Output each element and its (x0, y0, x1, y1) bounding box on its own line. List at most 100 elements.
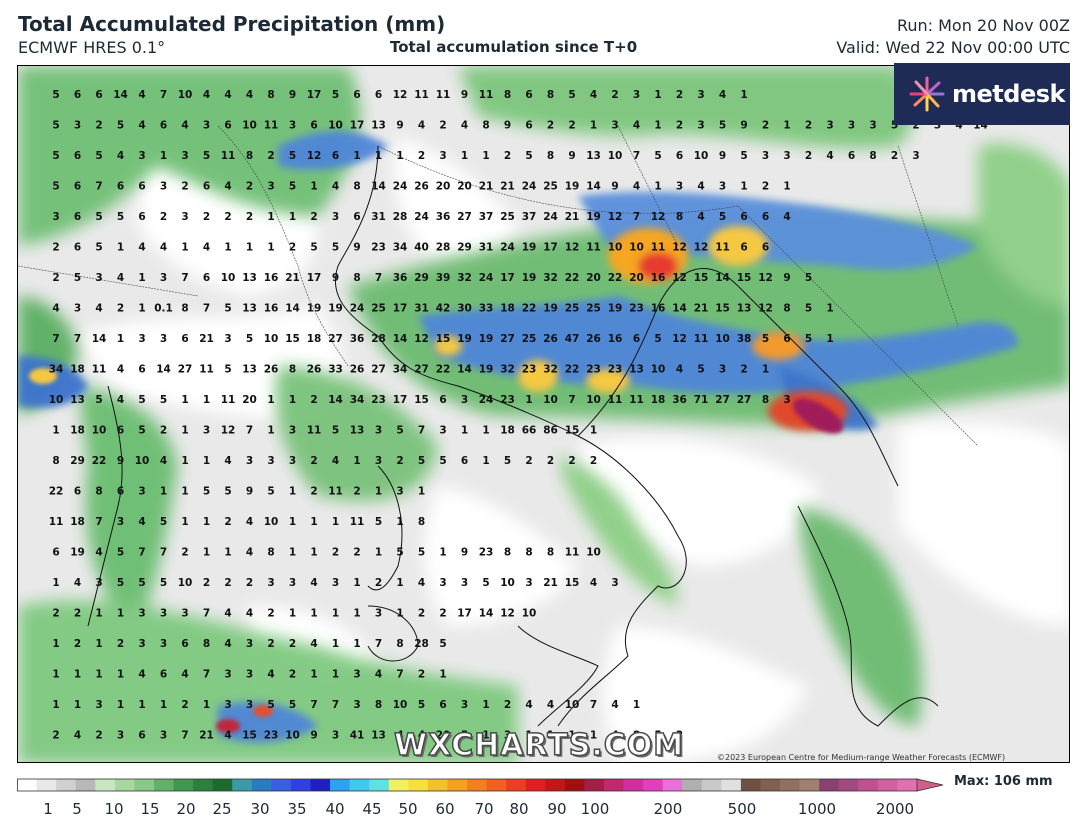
precip-value: 3 (869, 120, 876, 132)
precip-value: 11 (608, 394, 623, 406)
precip-value: 6 (181, 638, 188, 650)
precip-value: 1 (783, 181, 790, 193)
precip-value: 10 (242, 120, 257, 132)
precip-value: 26 (586, 333, 601, 345)
precip-value: 1 (310, 547, 317, 559)
precip-value: 3 (74, 120, 81, 132)
precip-value: 1 (138, 272, 145, 284)
precip-value: 23 (479, 547, 494, 559)
precip-value: 2 (52, 242, 59, 254)
precip-value: 12 (393, 89, 408, 101)
precip-value: 1 (482, 730, 489, 742)
precip-value: 1 (289, 547, 296, 559)
precip-value: 2 (267, 608, 274, 620)
precip-value: 6 (633, 333, 640, 345)
precip-value: 4 (138, 120, 145, 132)
precip-value: 4 (590, 577, 597, 589)
precip-value: 4 (590, 89, 597, 101)
colorbar-scale (17, 778, 944, 792)
precip-value: 12 (608, 211, 623, 223)
precip-value: 3 (246, 455, 253, 467)
precip-value: 22 (565, 364, 580, 376)
precip-value: 5 (160, 516, 167, 528)
precip-value: 7 (181, 272, 188, 284)
precip-value: 34 (393, 242, 408, 254)
precip-value: 10 (393, 699, 408, 711)
precip-value: 0.1 (154, 303, 173, 315)
precip-value: 1 (375, 486, 382, 498)
precip-value: 1 (267, 394, 274, 406)
precip-value: 15 (565, 425, 580, 437)
precip-value: 7 (246, 425, 253, 437)
precip-value: 8 (246, 150, 253, 162)
precip-value: 2 (740, 364, 747, 376)
precip-value: 86 (543, 425, 558, 437)
precip-value: 6 (676, 150, 683, 162)
precip-value: 3 (697, 120, 704, 132)
precip-value: 6 (740, 242, 747, 254)
precip-value: 10 (543, 394, 558, 406)
precip-value: 2 (224, 577, 231, 589)
precip-value: 3 (224, 669, 231, 681)
precip-value: 1 (246, 242, 253, 254)
precip-value: 4 (332, 181, 339, 193)
precip-value: 28 (436, 242, 451, 254)
precip-value: 17 (350, 120, 365, 132)
precip-value: 8 (267, 89, 274, 101)
precip-value: 6 (138, 181, 145, 193)
precip-value: 24 (543, 211, 558, 223)
precip-value: 3 (439, 425, 446, 437)
precip-value: 3 (375, 455, 382, 467)
precip-value: 4 (203, 89, 210, 101)
colorbar-swatch (95, 779, 116, 791)
precip-value: 22 (436, 364, 451, 376)
colorbar-tick-label: 90 (547, 800, 567, 818)
precip-value: 29 (414, 272, 429, 284)
precip-value: 4 (74, 577, 81, 589)
precip-value: 1 (740, 181, 747, 193)
colorbar-tick-label: 50 (398, 800, 418, 818)
precip-value: 3 (138, 608, 145, 620)
precip-value: 7 (203, 608, 210, 620)
precip-value: 12 (758, 272, 773, 284)
precip-value: 7 (203, 669, 210, 681)
precip-value: 2 (289, 638, 296, 650)
precip-value: 1 (117, 242, 124, 254)
colorbar-swatch (643, 779, 664, 791)
precip-value: 6 (74, 486, 81, 498)
precip-value: 11 (221, 150, 236, 162)
precip-value: 14 (586, 181, 601, 193)
precip-value: 6 (74, 181, 81, 193)
precip-value: 9 (783, 272, 790, 284)
precip-value: 5 (203, 150, 210, 162)
precip-value: 19 (543, 303, 558, 315)
precip-value: 5 (654, 150, 661, 162)
precip-value: 15 (285, 333, 300, 345)
precip-value: 3 (246, 699, 253, 711)
precip-value: 3 (203, 120, 210, 132)
precip-value: 6 (138, 364, 145, 376)
precip-value: 19 (522, 242, 537, 254)
precip-value: 1 (332, 608, 339, 620)
precip-value: 1 (654, 89, 661, 101)
colorbar-swatch (193, 779, 214, 791)
colorbar-tick-label: 70 (474, 800, 494, 818)
precip-value: 2 (74, 638, 81, 650)
precip-value: 1 (160, 699, 167, 711)
precip-value: 10 (135, 455, 150, 467)
precip-value: 32 (543, 272, 558, 284)
precip-value: 4 (246, 608, 253, 620)
precip-value: 1 (203, 394, 210, 406)
precip-value: 22 (565, 272, 580, 284)
precip-value: 5 (52, 150, 59, 162)
country-borders (18, 125, 979, 447)
precip-value: 7 (568, 394, 575, 406)
precip-value: 5 (439, 455, 446, 467)
colorbar-tick-label: 2000 (875, 800, 915, 818)
copyright-notice: ©2023 European Centre for Medium-range W… (717, 753, 1006, 762)
precip-value: 7 (332, 699, 339, 711)
precip-value: 32 (543, 364, 558, 376)
precip-value: 23 (586, 364, 601, 376)
colorbar-swatch (721, 779, 742, 791)
precip-value: 1 (482, 425, 489, 437)
